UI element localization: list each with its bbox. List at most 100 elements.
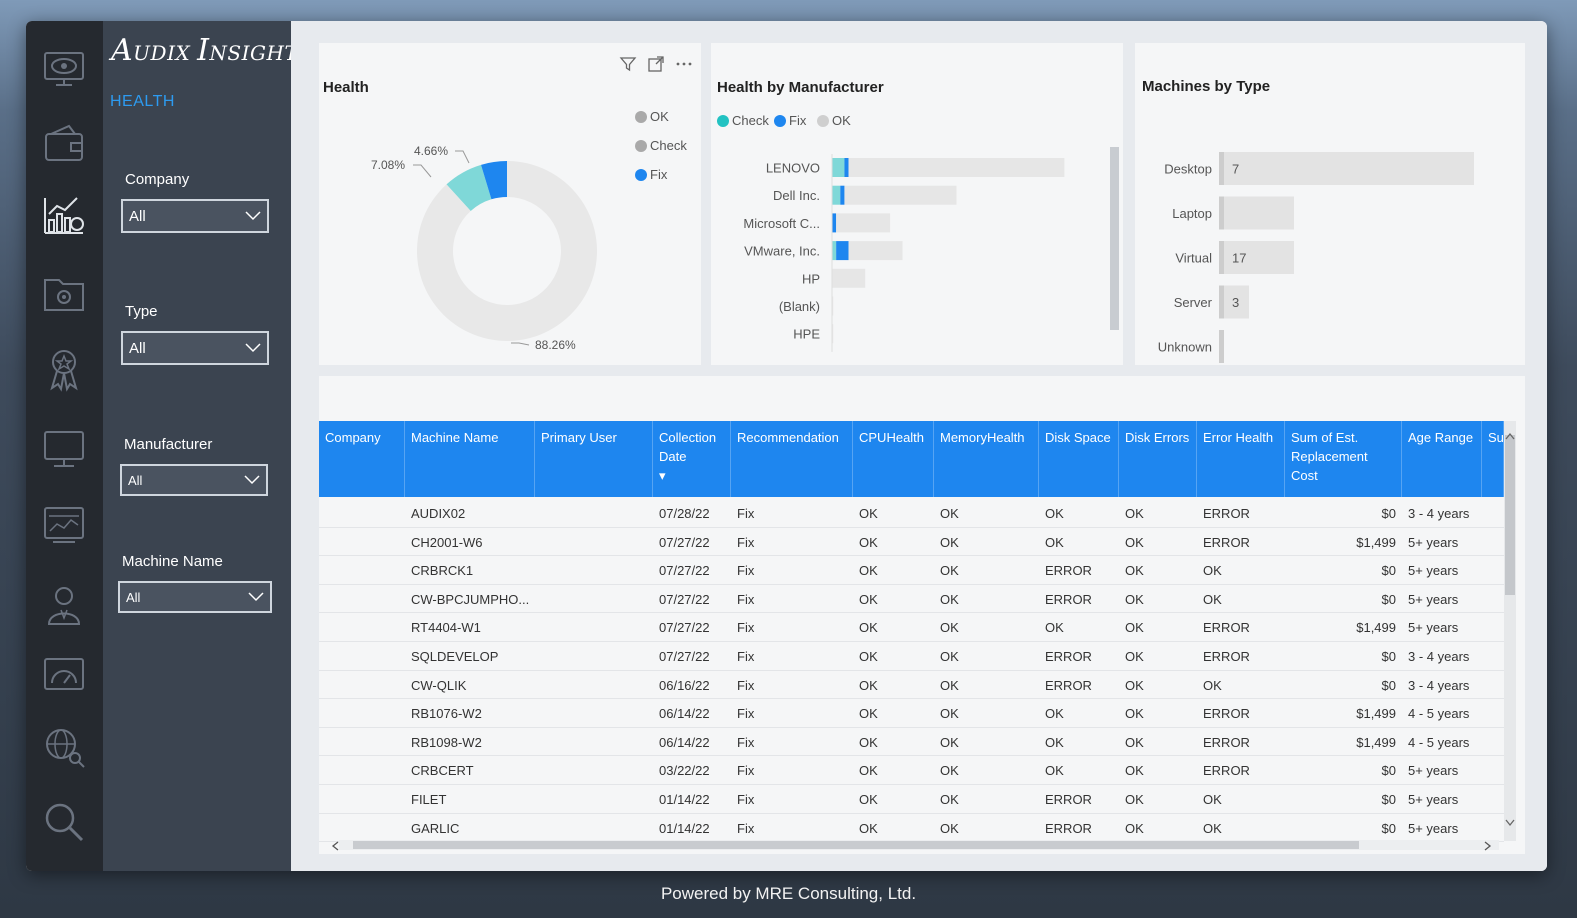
table-row[interactable]: CH2001-W6 07/27/22 Fix OK OK OK OK ERROR $1,499 5… <box>319 528 1504 557</box>
sort-descending-icon[interactable]: ▾ <box>659 468 666 483</box>
eye-monitor-icon[interactable] <box>36 41 92 97</box>
more-options-icon[interactable] <box>675 55 693 73</box>
type-bar[interactable] <box>1219 196 1294 230</box>
table-cell: OK <box>859 506 878 521</box>
bar-ok[interactable] <box>832 324 834 344</box>
table-cell: ERROR <box>1045 677 1092 693</box>
table-row[interactable]: AUDIX02 07/28/22 Fix OK OK OK OK ERROR $0 3 - 4 y… <box>319 499 1504 528</box>
dashboard-screen-icon[interactable] <box>36 497 92 553</box>
bar-fix[interactable] <box>836 241 849 261</box>
focus-mode-icon[interactable] <box>647 55 665 73</box>
bar-ok[interactable] <box>832 296 834 316</box>
type-bar[interactable] <box>1219 241 1294 274</box>
magnifier-icon[interactable] <box>36 794 92 850</box>
footer-credit: Powered by MRE Consulting, Ltd. <box>660 884 917 903</box>
legend-item-check[interactable]: Check <box>717 113 769 128</box>
scroll-down-icon[interactable] <box>1505 819 1515 827</box>
user-profile-icon[interactable] <box>36 577 92 633</box>
column-header[interactable]: Su <box>1482 421 1504 497</box>
manufacturer-filter-dropdown[interactable]: All <box>120 464 268 496</box>
table-cell: 06/14/22 <box>659 706 710 722</box>
donut-slice-fix[interactable] <box>481 161 507 200</box>
table-cell: 3 - 4 years <box>1408 677 1470 693</box>
column-header-label: Machine Name <box>411 430 499 445</box>
type-bar-edge <box>1219 241 1224 274</box>
table-cell: 07/27/22 <box>659 620 710 636</box>
bar-ok[interactable] <box>848 241 903 261</box>
wallet-icon[interactable] <box>36 115 92 171</box>
scroll-right-icon[interactable] <box>1484 841 1492 851</box>
table-row[interactable]: CRBCERT 03/22/22 Fix OK OK OK OK ERROR $0 5+ year… <box>319 756 1504 785</box>
category-label: Microsoft C... <box>743 216 820 231</box>
table-row[interactable]: GARLIC 01/14/22 Fix OK OK ERROR OK OK $0 5+ years <box>319 814 1504 843</box>
column-header[interactable]: Age Range <box>1402 421 1482 497</box>
table-cell: 07/28/22 <box>659 506 710 521</box>
bar-ok[interactable] <box>832 268 866 288</box>
legend-item-fix[interactable]: Fix <box>774 113 806 128</box>
table-row[interactable]: SQLDEVELOP 07/27/22 Fix OK OK ERROR OK ERROR $0 3… <box>319 642 1504 671</box>
table-vertical-scrollbar-track[interactable] <box>1504 421 1516 841</box>
donut-slice-check[interactable] <box>446 164 492 212</box>
table-cell: OK <box>940 506 959 521</box>
legend-item-ok[interactable]: OK <box>635 109 669 124</box>
column-header[interactable]: CPUHealth <box>853 421 934 497</box>
bar-ok[interactable] <box>844 185 957 205</box>
analytics-chart-icon[interactable] <box>36 187 92 243</box>
column-header[interactable]: Disk Errors <box>1119 421 1197 497</box>
legend-item-ok[interactable]: OK <box>817 113 851 128</box>
column-header[interactable]: Disk Space <box>1039 421 1119 497</box>
bar-ok[interactable] <box>836 213 891 233</box>
table-horizontal-scrollbar-thumb[interactable] <box>353 841 1359 849</box>
table-cell: OK <box>859 677 878 693</box>
company-filter-dropdown[interactable]: All <box>121 199 269 233</box>
machines-by-type-card[interactable]: Machines by Type Desktop 7 Laptop Virtual 17… <box>1135 43 1525 365</box>
column-header[interactable]: Recommendation <box>731 421 853 497</box>
legend-item-check[interactable]: Check <box>635 138 687 153</box>
table-row[interactable]: RB1076-W2 06/14/22 Fix OK OK OK OK ERROR $1,499 4… <box>319 699 1504 728</box>
bar-check[interactable] <box>832 158 845 177</box>
globe-search-icon[interactable] <box>36 719 92 775</box>
health-card[interactable]: Health 4.66% 7.08% 88.26% OK Check Fix <box>319 43 701 365</box>
speedometer-icon[interactable] <box>36 646 92 702</box>
table-row[interactable]: CW-QLIK 06/16/22 Fix OK OK ERROR OK OK $0 3 - 4 y… <box>319 671 1504 700</box>
table-vertical-scrollbar-thumb[interactable] <box>1505 435 1515 595</box>
filter-icon[interactable] <box>619 55 637 73</box>
bar-check[interactable] <box>832 185 841 205</box>
bar-fix[interactable] <box>844 158 849 177</box>
vertical-scrollbar[interactable] <box>1110 147 1119 330</box>
table-row[interactable]: RB1098-W2 06/14/22 Fix OK OK OK OK ERROR $1,499 4… <box>319 728 1504 757</box>
column-header[interactable]: MemoryHealth <box>934 421 1039 497</box>
scroll-up-icon[interactable] <box>1505 432 1515 440</box>
table-cell: OK <box>859 820 878 836</box>
column-header[interactable]: Collection Date ▾ <box>653 421 731 497</box>
column-header[interactable]: Error Health <box>1197 421 1285 497</box>
type-bar[interactable] <box>1219 152 1474 185</box>
table-row[interactable]: CW-BPCJUMPHO... 07/27/22 Fix OK OK ERROR OK OK $… <box>319 585 1504 614</box>
table-cell: OK <box>1045 620 1064 636</box>
bar-check[interactable] <box>832 241 837 261</box>
legend-marker <box>717 114 729 127</box>
legend-item-fix[interactable]: Fix <box>635 167 667 182</box>
table-row[interactable]: RT4404-W1 07/27/22 Fix OK OK OK OK ERROR $1,499 5… <box>319 613 1504 642</box>
type-filter-dropdown[interactable]: All <box>121 331 269 365</box>
health-by-manufacturer-card[interactable]: Health by Manufacturer Check Fix OK LENOVO… <box>711 43 1123 365</box>
machine-name-filter-dropdown[interactable]: All <box>118 581 272 613</box>
table-cell: ERROR <box>1045 591 1092 607</box>
table-row[interactable]: CRBRCK1 07/27/22 Fix OK OK ERROR OK OK $0 5+ year… <box>319 556 1504 585</box>
table-row[interactable]: FILET 01/14/22 Fix OK OK ERROR OK OK $0 5+ years <box>319 785 1504 814</box>
column-header[interactable]: Sum of Est. Replacement Cost <box>1285 421 1402 497</box>
desktop-monitor-icon[interactable] <box>36 420 92 476</box>
table-cell <box>535 814 653 843</box>
award-ribbon-icon[interactable] <box>36 341 92 397</box>
settings-folder-icon[interactable] <box>36 265 92 321</box>
table-horizontal-scrollbar-track[interactable] <box>339 840 1499 850</box>
bar-fix[interactable] <box>840 185 845 205</box>
column-header[interactable]: Primary User <box>535 421 653 497</box>
bar-ok[interactable] <box>848 158 1065 177</box>
column-header[interactable]: Company <box>319 421 405 497</box>
bar-fix[interactable] <box>832 213 837 233</box>
column-header[interactable]: Machine Name <box>405 421 535 497</box>
table-cell: Fix <box>737 534 755 550</box>
scroll-left-icon[interactable] <box>331 841 339 851</box>
donut-slice-ok[interactable] <box>417 161 597 341</box>
